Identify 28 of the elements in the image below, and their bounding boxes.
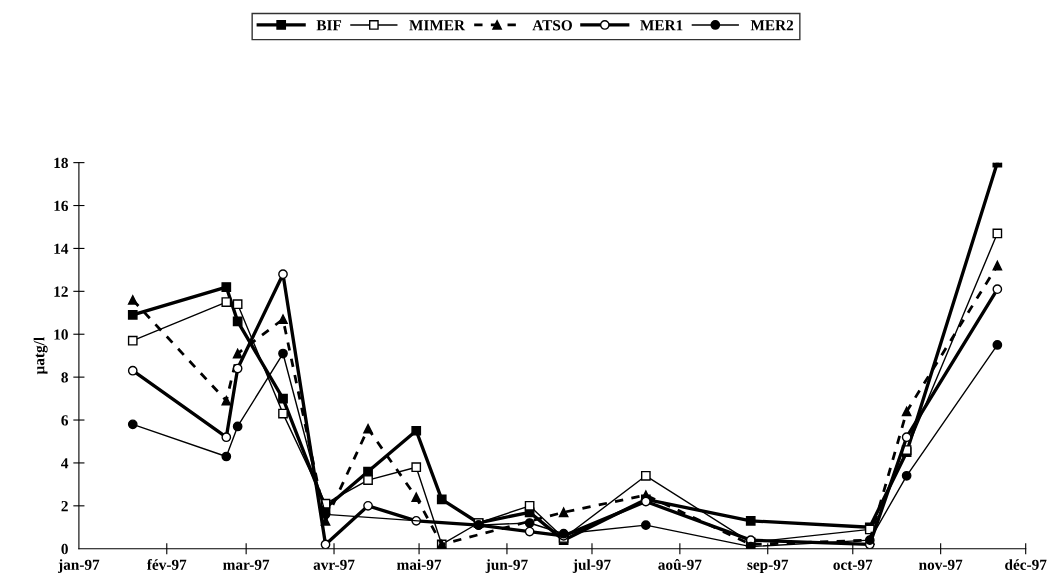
x-tick-label: mar-97 bbox=[223, 559, 270, 570]
legend-label: BIF bbox=[316, 20, 342, 31]
y-tick-label: 14 bbox=[54, 243, 69, 254]
y-tick-label: 16 bbox=[54, 200, 69, 211]
y-tick-label: 8 bbox=[61, 372, 68, 383]
y-tick-label: 10 bbox=[54, 329, 68, 340]
legend-label: MER1 bbox=[640, 20, 683, 31]
y-tick-label: 2 bbox=[61, 501, 68, 512]
y-axis-title: µatg/l bbox=[33, 337, 48, 375]
y-tick-label: 4 bbox=[61, 458, 69, 469]
x-tick-label: jul-97 bbox=[572, 559, 611, 573]
x-tick-label: oct-97 bbox=[833, 559, 873, 570]
y-tick-label: 18 bbox=[54, 157, 68, 169]
x-tick-label: mai-97 bbox=[396, 559, 442, 570]
x-tick-label: aoû-97 bbox=[658, 558, 702, 570]
x-tick-label: avr-97 bbox=[313, 559, 355, 570]
y-tick-label: 6 bbox=[61, 415, 69, 426]
x-tick-label: nov-97 bbox=[919, 559, 963, 570]
x-tick-label: fév-97 bbox=[146, 558, 187, 570]
legend-label: MIMER bbox=[409, 20, 466, 31]
x-tick-label: jun-97 bbox=[485, 559, 528, 573]
x-tick-label: jan-97 bbox=[57, 559, 100, 573]
y-tick-label: 12 bbox=[54, 286, 68, 297]
x-tick-label: sep-97 bbox=[747, 559, 789, 573]
x-tick-label: déc-97 bbox=[1005, 559, 1047, 570]
legend-label: MER2 bbox=[750, 20, 794, 31]
y-tick-label: 0 bbox=[61, 543, 68, 555]
legend-label: ATSO bbox=[532, 20, 572, 31]
